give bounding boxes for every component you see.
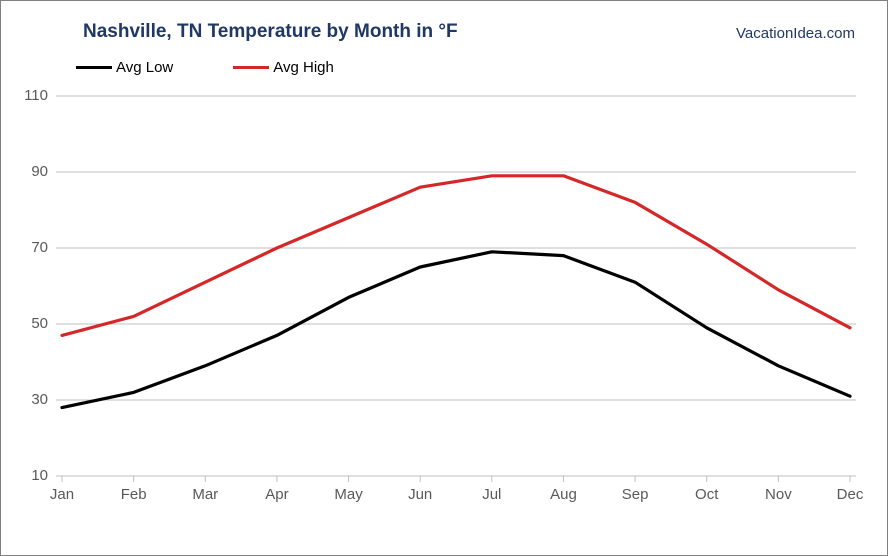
- x-tick-label: Dec: [830, 486, 870, 503]
- chart-attribution: VacationIdea.com: [736, 25, 855, 42]
- legend-item-high: Avg High: [233, 59, 334, 76]
- legend-swatch-high: [233, 66, 269, 69]
- series-line-high: [62, 176, 850, 336]
- legend-swatch-low: [76, 66, 112, 69]
- legend-label-low: Avg Low: [116, 59, 173, 76]
- chart-title: Nashville, TN Temperature by Month in °F: [83, 21, 458, 43]
- x-tick-label: Aug: [543, 486, 583, 503]
- x-tick-label: May: [329, 486, 369, 503]
- chart-container: Nashville, TN Temperature by Month in °F…: [0, 0, 888, 556]
- chart-svg: [56, 96, 856, 506]
- x-tick-label: Jan: [42, 486, 82, 503]
- y-tick-label: 50: [16, 315, 48, 332]
- plot-area: [56, 96, 856, 506]
- y-tick-label: 90: [16, 163, 48, 180]
- x-tick-label: Jul: [472, 486, 512, 503]
- legend-item-low: Avg Low: [76, 59, 173, 76]
- x-tick-label: Feb: [114, 486, 154, 503]
- x-tick-label: Jun: [400, 486, 440, 503]
- x-tick-label: Apr: [257, 486, 297, 503]
- x-tick-label: Nov: [758, 486, 798, 503]
- y-tick-label: 10: [16, 467, 48, 484]
- x-tick-label: Oct: [687, 486, 727, 503]
- legend: Avg Low Avg High: [76, 59, 334, 76]
- x-tick-label: Sep: [615, 486, 655, 503]
- y-tick-label: 70: [16, 239, 48, 256]
- series-line-low: [62, 252, 850, 408]
- legend-label-high: Avg High: [273, 59, 334, 76]
- x-tick-label: Mar: [185, 486, 225, 503]
- y-tick-label: 30: [16, 391, 48, 408]
- y-tick-label: 110: [16, 87, 48, 104]
